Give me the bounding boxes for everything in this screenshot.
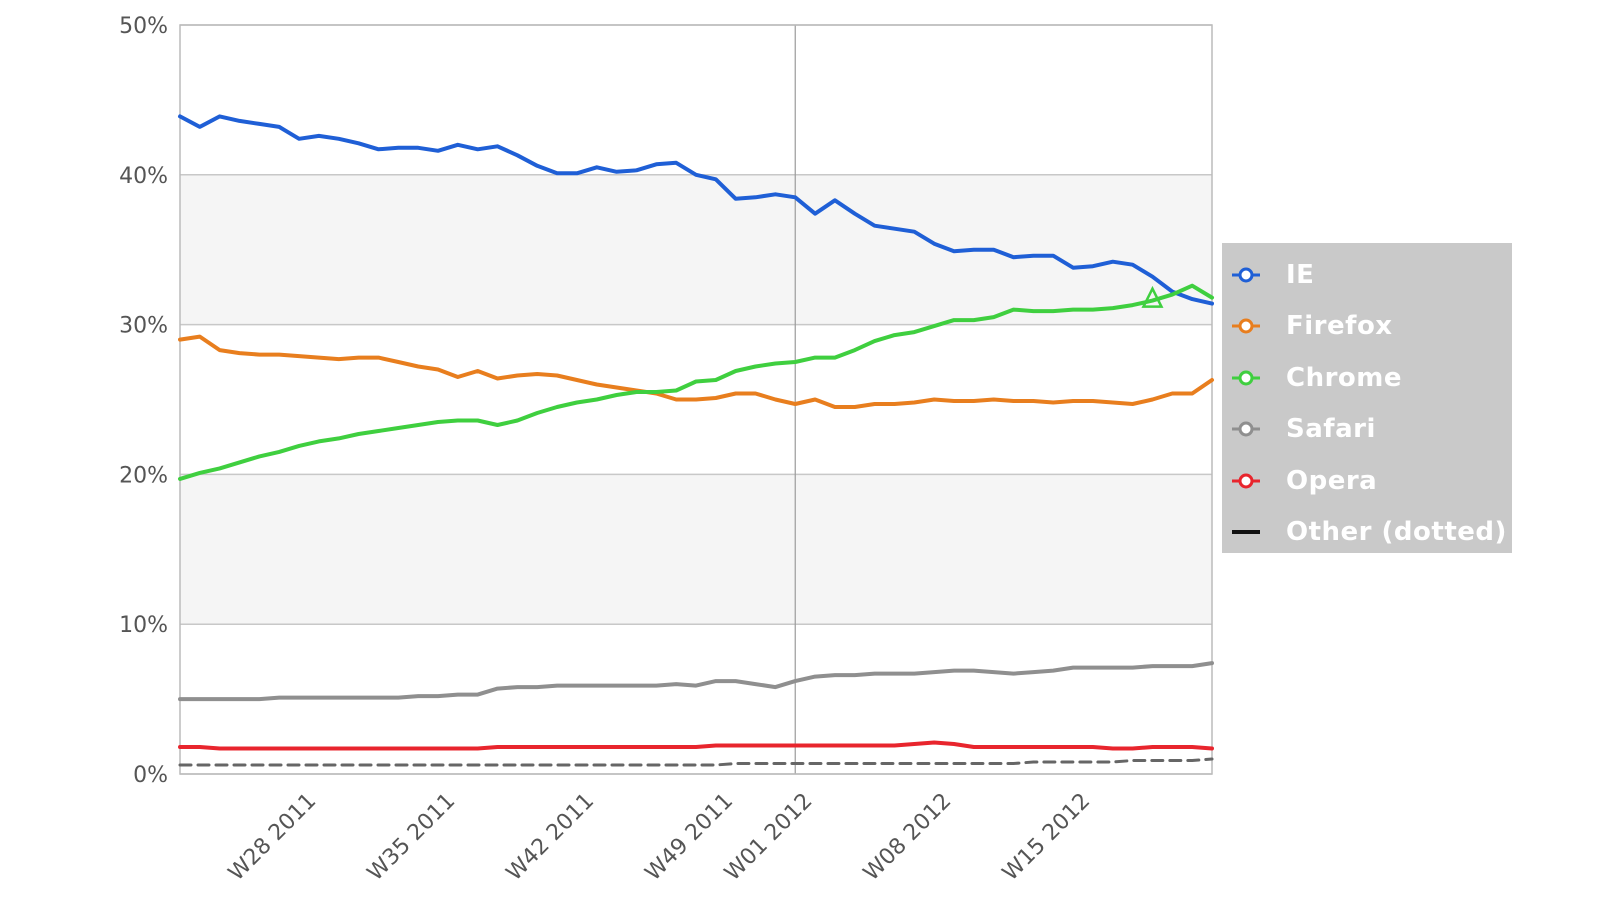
x-tick-label: W28 2011 [224, 789, 321, 886]
y-tick-label: 40% [119, 164, 168, 189]
x-tick-label: W08 2012 [859, 789, 956, 886]
x-tick-label: W35 2011 [363, 789, 460, 886]
legend-item-chrome: Chrome [1222, 352, 1512, 404]
series-line-chrome [178, 283, 1214, 481]
legend-swatch-chrome [1232, 370, 1260, 386]
legend-item-other-dotted: Other (dotted) [1222, 507, 1512, 559]
series-line-safari [178, 661, 1214, 702]
legend-label: Chrome [1286, 362, 1403, 393]
legend-label: IE [1286, 259, 1315, 290]
legend: IE Firefox Chrome Safari Opera Other (dotted) [1222, 243, 1512, 553]
y-tick-label: 30% [119, 314, 168, 339]
y-tick-label: 0% [133, 763, 168, 788]
series-line-other-dotted [178, 757, 1214, 767]
legend-label: Opera [1286, 465, 1378, 496]
shaded-band-1 [180, 174, 1212, 325]
legend-item-firefox: Firefox [1222, 301, 1512, 353]
legend-item-opera: Opera [1222, 455, 1512, 507]
shaded-band-0 [180, 474, 1212, 625]
legend-swatch-other-dotted [1232, 530, 1260, 535]
legend-swatch-firefox [1232, 318, 1260, 334]
legend-item-ie: IE [1222, 249, 1512, 301]
legend-swatch-ie [1232, 267, 1260, 283]
legend-label: Other (dotted) [1286, 517, 1507, 548]
legend-label: Safari [1286, 414, 1376, 445]
x-tick-label: W15 2012 [998, 789, 1095, 886]
legend-swatch-safari [1232, 421, 1260, 437]
y-tick-label: 10% [119, 613, 168, 638]
x-tick-label: W42 2011 [502, 789, 599, 886]
series-line-firefox [178, 334, 1214, 409]
plot-border [179, 24, 1213, 775]
legend-label: Firefox [1286, 311, 1393, 342]
crossover-marker [1141, 285, 1164, 308]
legend-swatch-opera [1232, 473, 1260, 489]
legend-item-safari: Safari [1222, 404, 1512, 456]
series-line-ie [178, 114, 1214, 306]
y-tick-label: 20% [119, 463, 168, 488]
y-tick-label: 50% [119, 14, 168, 39]
series-line-opera [178, 740, 1214, 751]
